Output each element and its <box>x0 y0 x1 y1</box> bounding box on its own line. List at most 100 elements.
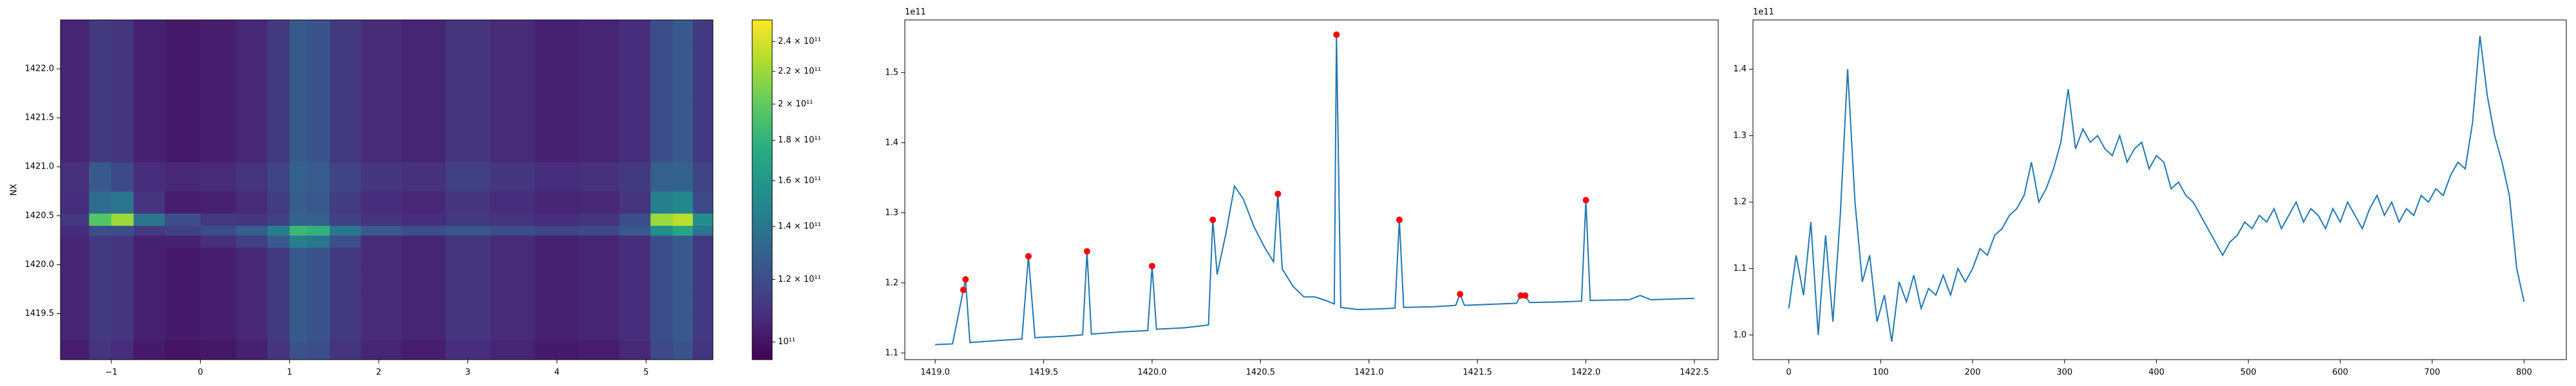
heatmap-cell <box>289 225 308 236</box>
heatmap-cell <box>89 213 112 226</box>
heatmap-cell <box>307 103 330 133</box>
heatmap-cell <box>164 44 201 75</box>
heatmap-cell <box>61 247 90 268</box>
heatmap-cell <box>267 340 290 360</box>
heatmap-cell <box>133 103 166 133</box>
heatmap-cell <box>490 191 535 214</box>
heatmap-cell <box>619 316 651 341</box>
heatmap-cell <box>289 340 308 360</box>
y-axis-label: NX <box>10 184 19 196</box>
heatmap-cell <box>619 235 651 248</box>
heatmap-cell <box>692 191 714 214</box>
heatmap-cell <box>579 291 620 317</box>
heatmap-cell <box>200 267 237 292</box>
heatmap-cell <box>236 267 268 292</box>
heatmap-cell <box>650 247 674 268</box>
heatmap-cell <box>133 132 166 163</box>
heatmap-cell <box>329 132 361 163</box>
heatmap-cell <box>672 267 694 292</box>
heatmap-cell <box>672 340 694 360</box>
heatmap-cell <box>61 291 90 317</box>
heatmap-cell <box>619 213 651 226</box>
heatmap-cell <box>692 20 714 45</box>
heatmap-cell <box>329 20 361 45</box>
heatmap-cell <box>672 161 694 192</box>
heatmap-cell <box>650 103 674 133</box>
heatmap-cell <box>579 20 620 45</box>
peak-marker <box>1457 291 1464 298</box>
x-tick-label: 1419.5 <box>1029 368 1059 378</box>
heatmap-cell <box>289 73 308 104</box>
heatmap-cell <box>445 235 491 248</box>
heatmap-cell <box>307 161 330 192</box>
y-tick-label: 1.2 <box>885 278 898 288</box>
heatmap-cell <box>361 132 402 163</box>
heatmap-cell <box>692 225 714 236</box>
x-tick-label: 1421.5 <box>1463 368 1492 378</box>
heatmap-cell <box>490 247 535 268</box>
heatmap-cell <box>361 247 402 268</box>
colorbar-tick-label: 1.4 × 10¹¹ <box>778 222 821 232</box>
heatmap-cell <box>267 291 290 317</box>
heatmap-cell <box>111 235 134 248</box>
y-offset-label: 1e11 <box>1753 8 1774 17</box>
heatmap-cell <box>61 316 90 341</box>
heatmap-cell <box>329 44 361 75</box>
x-tick-label: 1 <box>287 368 292 378</box>
y-tick-label: 1.3 <box>1733 131 1747 140</box>
heatmap-cell <box>267 213 290 226</box>
heatmap-cell <box>164 247 201 268</box>
y-tick-label: 1.1 <box>1733 264 1747 273</box>
heatmap-cell <box>445 247 491 268</box>
heatmap-cell <box>289 161 308 192</box>
heatmap-cell <box>236 132 268 163</box>
heatmap-cell <box>535 267 580 292</box>
y-tick-label: 1.3 <box>885 208 898 217</box>
heatmap-cell <box>89 225 112 236</box>
heatmap-cell <box>111 316 134 341</box>
heatmap-cell <box>401 267 446 292</box>
heatmap-cell <box>650 340 674 360</box>
heatmap-cell <box>200 316 237 341</box>
heatmap-cell <box>200 103 237 133</box>
heatmap-cell <box>361 44 402 75</box>
y-tick-label: 1421.0 <box>25 162 55 172</box>
heatmap-cell <box>89 103 112 133</box>
colorbar-tick-label: 1.2 × 10¹¹ <box>778 275 821 284</box>
heatmap-cell <box>200 340 237 360</box>
heatmap-cell <box>361 291 402 317</box>
heatmap-cell <box>672 44 694 75</box>
x-tick-label: 1422.5 <box>1680 368 1709 378</box>
heatmap-cell <box>619 291 651 317</box>
heatmap-cell <box>672 20 694 45</box>
heatmap-cell <box>650 316 674 341</box>
heatmap-cell <box>361 267 402 292</box>
heatmap-cell <box>164 103 201 133</box>
heatmap-cell <box>111 191 134 214</box>
heatmap-cell <box>361 161 402 192</box>
heatmap-cell <box>619 132 651 163</box>
heatmap-cell <box>200 20 237 45</box>
heatmap-cell <box>401 225 446 236</box>
heatmap-cell <box>445 316 491 341</box>
heatmap-cell <box>307 132 330 163</box>
heatmap-cell <box>535 225 580 236</box>
heatmap-cell <box>672 225 694 236</box>
heatmap-cell <box>200 235 237 248</box>
heatmap-cell <box>111 291 134 317</box>
heatmap-cell <box>650 132 674 163</box>
heatmap-cell <box>267 132 290 163</box>
axes-frame <box>1752 19 2567 360</box>
heatmap-cell <box>672 132 694 163</box>
y-tick-label: 1422.0 <box>25 64 55 74</box>
x-tick-label: 2 <box>376 368 381 378</box>
heatmap-cell <box>692 247 714 268</box>
heatmap-cell <box>361 316 402 341</box>
heatmap-cell <box>267 225 290 236</box>
heatmap-cell <box>111 103 134 133</box>
heatmap-cell <box>401 191 446 214</box>
heatmap-cell <box>133 213 166 226</box>
heatmap-cell <box>401 291 446 317</box>
heatmap-cell <box>672 103 694 133</box>
